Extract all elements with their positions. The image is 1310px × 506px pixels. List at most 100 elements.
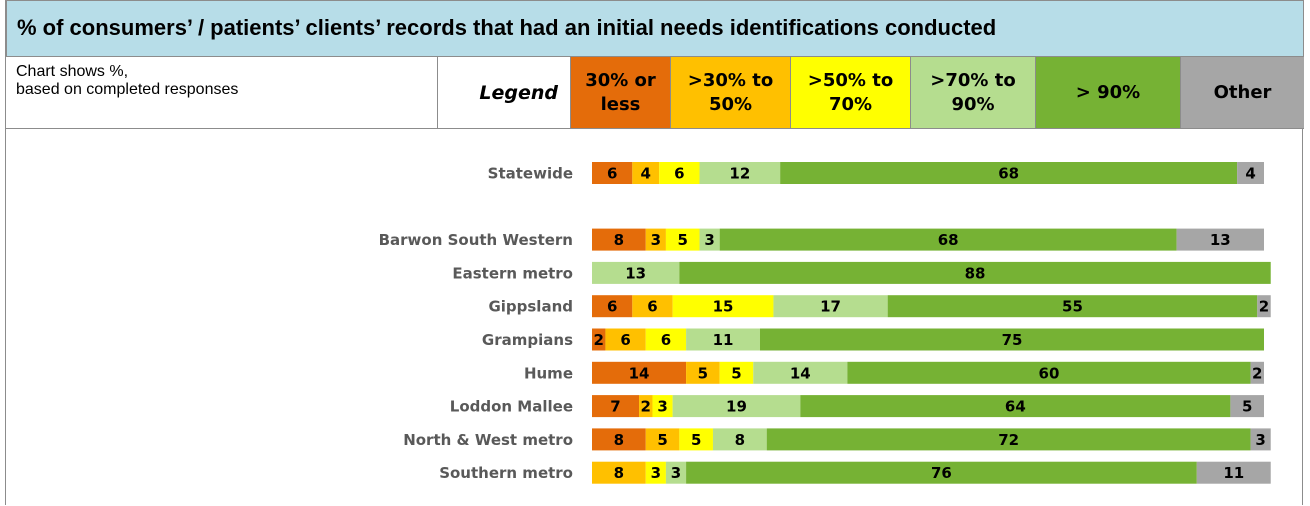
bar-segment — [665, 228, 700, 251]
bar-segment — [592, 361, 687, 384]
bar-segment — [592, 328, 606, 351]
data-label: 72 — [998, 431, 1019, 449]
data-label: 60 — [1039, 364, 1060, 382]
bar-segment — [686, 461, 1197, 484]
bar-segment — [753, 361, 848, 384]
bar-segment — [652, 395, 673, 418]
data-label: 6 — [647, 298, 657, 316]
legend-entry: >50% to 70% — [791, 57, 911, 128]
data-label: 11 — [713, 331, 734, 349]
bar-segment — [605, 328, 646, 351]
bar-segment — [686, 328, 760, 351]
data-label: 3 — [1255, 431, 1265, 449]
data-label: 8 — [735, 431, 745, 449]
category-label: Grampians — [482, 331, 573, 349]
bar-segment — [699, 162, 781, 184]
bar-segment — [672, 395, 801, 418]
data-label: 3 — [651, 231, 661, 249]
bar-segment — [847, 361, 1251, 384]
data-label: 68 — [938, 231, 959, 249]
bar-segment — [592, 461, 646, 484]
data-label: 2 — [1252, 364, 1262, 382]
category-label: Southern metro — [439, 464, 573, 482]
legend-label: > 90% — [1075, 81, 1141, 103]
bar-segment — [773, 295, 888, 318]
data-label: 11 — [1223, 464, 1244, 482]
data-label: 5 — [731, 364, 741, 382]
bar-segment — [672, 295, 774, 318]
data-label: 88 — [965, 264, 986, 282]
legend-entry: Other — [1181, 57, 1304, 128]
legend-entry: > 90% — [1036, 57, 1181, 128]
bar-segment — [592, 395, 640, 418]
legend-label: 30% or less — [585, 69, 656, 115]
legend-label: >50% to 70% — [807, 69, 894, 115]
legend-entry: >70% to 90% — [911, 57, 1036, 128]
data-label: 2 — [1259, 298, 1269, 316]
data-label: 15 — [713, 298, 734, 316]
category-label: North & West metro — [403, 431, 573, 449]
bar-segment — [1230, 395, 1264, 418]
bar-segment — [679, 261, 1271, 284]
data-label: 6 — [674, 165, 684, 183]
data-label: 2 — [641, 398, 651, 416]
data-label: 68 — [998, 165, 1019, 183]
category-label: Loddon Mallee — [450, 398, 573, 416]
frame: % of consumers’ / patients’ clients’ rec… — [5, 0, 1304, 505]
data-label: 4 — [641, 165, 651, 183]
data-label: 75 — [1002, 331, 1023, 349]
data-label: 5 — [657, 431, 667, 449]
bar-segment — [1257, 295, 1271, 318]
header-row: Chart shows %, based on completed respon… — [6, 57, 1304, 129]
bar-segment — [887, 295, 1258, 318]
bar-segment — [659, 162, 700, 184]
bar-segment — [592, 295, 633, 318]
category-label: Statewide — [488, 165, 573, 183]
data-label: 5 — [1242, 398, 1252, 416]
bar-segment — [645, 428, 680, 451]
bar-segment — [719, 228, 1177, 251]
legend-entry: >30% to 50% — [671, 57, 791, 128]
data-label: 6 — [620, 331, 630, 349]
data-label: 2 — [594, 331, 604, 349]
chart-title: % of consumers’ / patients’ clients’ rec… — [6, 0, 1304, 57]
data-label: 8 — [614, 431, 624, 449]
category-label: Barwon South Western — [379, 231, 573, 249]
bar-segment — [800, 395, 1231, 418]
bar-segment — [645, 461, 666, 484]
bar-segment — [592, 261, 680, 284]
bar-segment — [686, 361, 720, 384]
data-label: 13 — [1210, 231, 1231, 249]
bar-segment — [712, 428, 767, 451]
bar-segment — [1196, 461, 1271, 484]
data-label: 76 — [931, 464, 952, 482]
data-label: 5 — [698, 364, 708, 382]
legend-entry: 30% or less — [571, 57, 671, 128]
data-label: 3 — [704, 231, 714, 249]
legend-label: >30% to 50% — [687, 69, 774, 115]
bar-segment — [639, 395, 653, 418]
data-label: 17 — [820, 298, 841, 316]
legend-title: Legend — [438, 57, 571, 128]
data-label: 19 — [726, 398, 747, 416]
data-label: 6 — [607, 165, 617, 183]
bar-segment — [592, 162, 633, 184]
category-label: Eastern metro — [452, 264, 573, 282]
data-label: 64 — [1005, 398, 1026, 416]
bar-segment — [719, 361, 754, 384]
bar-segment — [632, 295, 673, 318]
bar-segment — [1237, 162, 1264, 184]
data-label: 6 — [661, 331, 671, 349]
bar-segment — [592, 228, 646, 251]
bar-segment — [645, 328, 687, 351]
bar-segment — [665, 461, 687, 484]
legend-label: >70% to 90% — [930, 69, 1016, 115]
data-label: 12 — [729, 165, 750, 183]
data-label: 5 — [678, 231, 688, 249]
data-label: 8 — [614, 464, 624, 482]
data-label: 4 — [1245, 165, 1255, 183]
bar-segment — [632, 162, 660, 184]
bar-segment — [780, 162, 1238, 184]
